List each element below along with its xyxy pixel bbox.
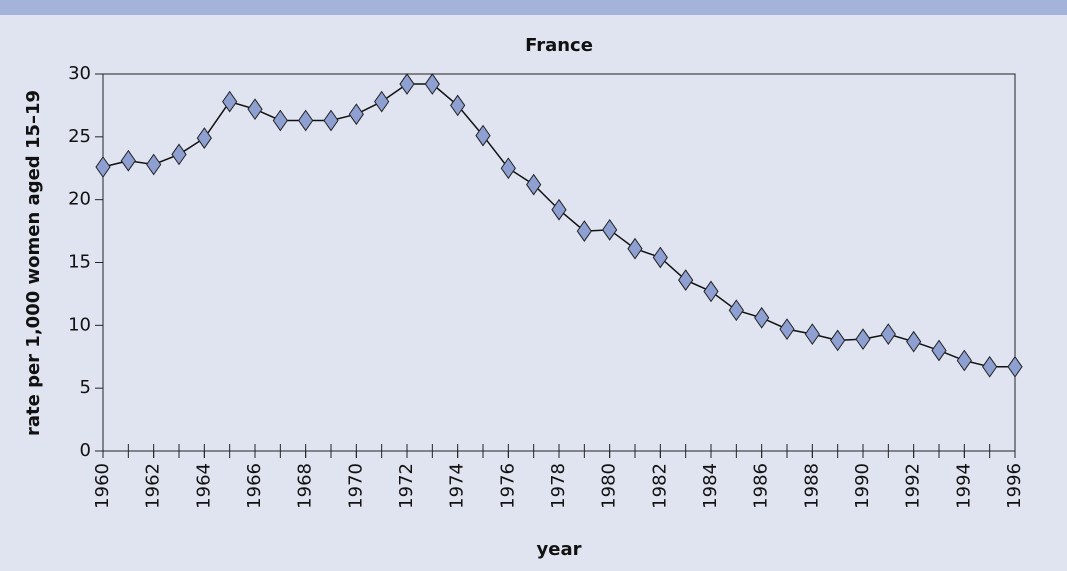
x-tick-label: 1978 [548, 463, 569, 509]
data-point [602, 218, 618, 241]
data-point [526, 173, 542, 196]
data-point [779, 318, 795, 340]
data-point [348, 103, 364, 126]
data-point [247, 98, 263, 121]
x-tick-label: 1966 [244, 463, 265, 509]
x-tick-label: 1974 [447, 463, 468, 509]
y-tick-label: 20 [68, 189, 91, 210]
x-tick-label: 1982 [649, 463, 670, 509]
data-point [1007, 355, 1023, 378]
x-tick-label: 1964 [193, 463, 214, 509]
x-tick-label: 1970 [345, 463, 366, 509]
data-point [678, 269, 694, 291]
data-point [120, 149, 136, 172]
header-band [0, 0, 1067, 15]
y-axis-title: rate per 1,000 women aged 15–19 [23, 90, 44, 436]
data-point [222, 90, 238, 113]
x-tick-label: 1962 [143, 463, 164, 509]
x-axis-title: year [537, 539, 582, 560]
data-point [982, 355, 998, 378]
data-point [627, 237, 643, 260]
data-point [146, 153, 162, 176]
y-tick-label: 15 [68, 252, 91, 273]
x-tick-label: 1994 [953, 463, 974, 509]
x-tick-label: 1960 [92, 463, 113, 509]
data-point [475, 124, 491, 147]
data-point [906, 330, 922, 353]
data-point [196, 127, 212, 149]
data-point [374, 90, 390, 113]
y-tick-label: 0 [80, 440, 91, 461]
y-tick-label: 5 [80, 377, 91, 398]
x-tick-label: 1972 [396, 463, 417, 509]
data-point [956, 349, 972, 372]
data-point [424, 73, 440, 95]
data-point [804, 323, 820, 346]
data-point [880, 323, 896, 346]
x-tick-label: 1990 [852, 463, 873, 509]
data-point [551, 198, 567, 221]
data-point [652, 246, 668, 269]
data-point [931, 339, 947, 362]
data-point [500, 157, 516, 180]
data-point [754, 306, 770, 329]
x-tick-label: 1984 [700, 463, 721, 509]
data-point [830, 329, 846, 352]
data-point [450, 94, 466, 117]
x-tick-label: 1986 [751, 463, 772, 509]
data-point [298, 109, 314, 132]
y-tick-label: 25 [68, 126, 91, 147]
data-point [171, 143, 187, 166]
x-tick-label: 1988 [801, 463, 822, 509]
x-tick-label: 1968 [295, 463, 316, 509]
y-tick-label: 30 [68, 63, 91, 84]
data-point [703, 280, 719, 303]
chart-title: France [525, 35, 593, 56]
data-point [855, 328, 871, 351]
data-point [323, 109, 339, 132]
data-point [399, 73, 415, 95]
data-point [576, 220, 592, 242]
x-tick-label: 1980 [599, 463, 620, 509]
x-tick-label: 1976 [497, 463, 518, 509]
x-tick-label: 1992 [903, 463, 924, 509]
x-tick-label: 1996 [1004, 463, 1025, 509]
data-point [272, 109, 288, 132]
data-point [728, 299, 744, 322]
y-tick-label: 10 [68, 314, 91, 335]
data-point [95, 156, 111, 178]
